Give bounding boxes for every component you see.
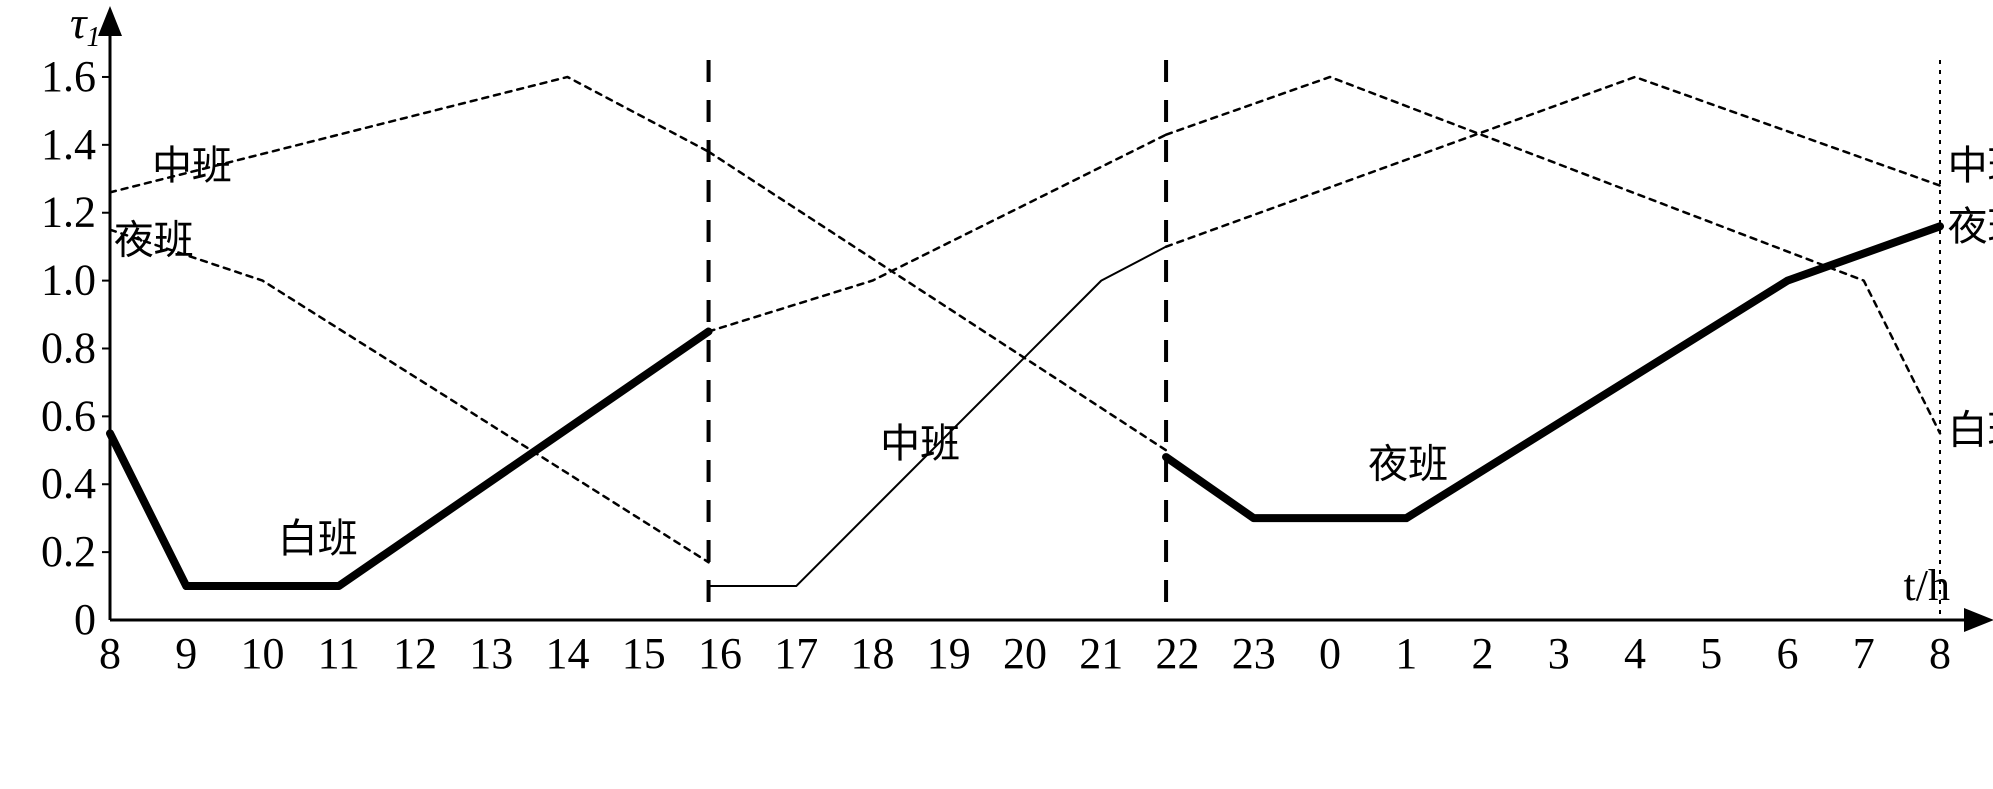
x-tick-label: 8 [99, 629, 121, 678]
y-tick-label: 0 [74, 595, 96, 644]
shift-line-chart: 00.20.40.60.81.01.21.41.6891011121314151… [0, 0, 1993, 789]
series-day-off-mid [709, 135, 1167, 332]
series-label: 白班 [1948, 408, 1993, 453]
y-tick-label: 0.8 [41, 323, 96, 372]
x-tick-label: 11 [318, 629, 360, 678]
x-tick-label: 4 [1624, 629, 1646, 678]
y-tick-label: 1.4 [41, 120, 96, 169]
y-tick-label: 0.4 [41, 459, 96, 508]
x-tick-label: 7 [1853, 629, 1875, 678]
x-tick-label: 0 [1319, 629, 1341, 678]
y-tick-label: 1.6 [41, 52, 96, 101]
chart-svg: 00.20.40.60.81.01.21.41.6891011121314151… [0, 0, 1993, 789]
y-tick-label: 1.2 [41, 188, 96, 237]
series-day-off-right [1166, 77, 1940, 433]
series-label: 中班 [152, 143, 232, 188]
x-tick-label: 20 [1003, 629, 1047, 678]
x-tick-label: 8 [1929, 629, 1951, 678]
x-tick-label: 16 [698, 629, 742, 678]
series-label: 夜班 [1948, 204, 1993, 249]
x-tick-label: 1 [1395, 629, 1417, 678]
x-tick-label: 12 [393, 629, 437, 678]
series-label: 中班 [880, 421, 960, 466]
x-tick-label: 5 [1700, 629, 1722, 678]
series-label: 夜班 [114, 217, 194, 262]
x-tick-label: 6 [1777, 629, 1799, 678]
x-tick-label: 2 [1472, 629, 1494, 678]
series-day-shift-active [110, 332, 709, 587]
y-tick-label: 0.6 [41, 391, 96, 440]
x-tick-label: 15 [622, 629, 666, 678]
series-label: 夜班 [1368, 441, 1448, 486]
y-tick-label: 0.2 [41, 527, 96, 576]
x-tick-label: 14 [546, 629, 590, 678]
y-axis-title: τ1 [70, 0, 100, 53]
y-tick-label: 1.0 [41, 256, 96, 305]
series-mid-shift-active [709, 247, 1167, 586]
x-tick-label: 9 [175, 629, 197, 678]
x-tick-label: 21 [1079, 629, 1123, 678]
series-label: 中班 [1948, 143, 1993, 188]
series-night-shift-active [1166, 226, 1940, 518]
x-axis-title: t/h [1904, 561, 1950, 610]
x-tick-label: 3 [1548, 629, 1570, 678]
x-tick-label: 10 [241, 629, 285, 678]
x-tick-label: 13 [469, 629, 513, 678]
x-tick-label: 22 [1156, 629, 1200, 678]
x-tick-label: 17 [774, 629, 818, 678]
series-label: 白班 [278, 516, 358, 561]
x-tick-label: 18 [851, 629, 895, 678]
x-tick-label: 19 [927, 629, 971, 678]
x-tick-label: 23 [1232, 629, 1276, 678]
series-mid-off-mid-desc [709, 152, 1167, 451]
